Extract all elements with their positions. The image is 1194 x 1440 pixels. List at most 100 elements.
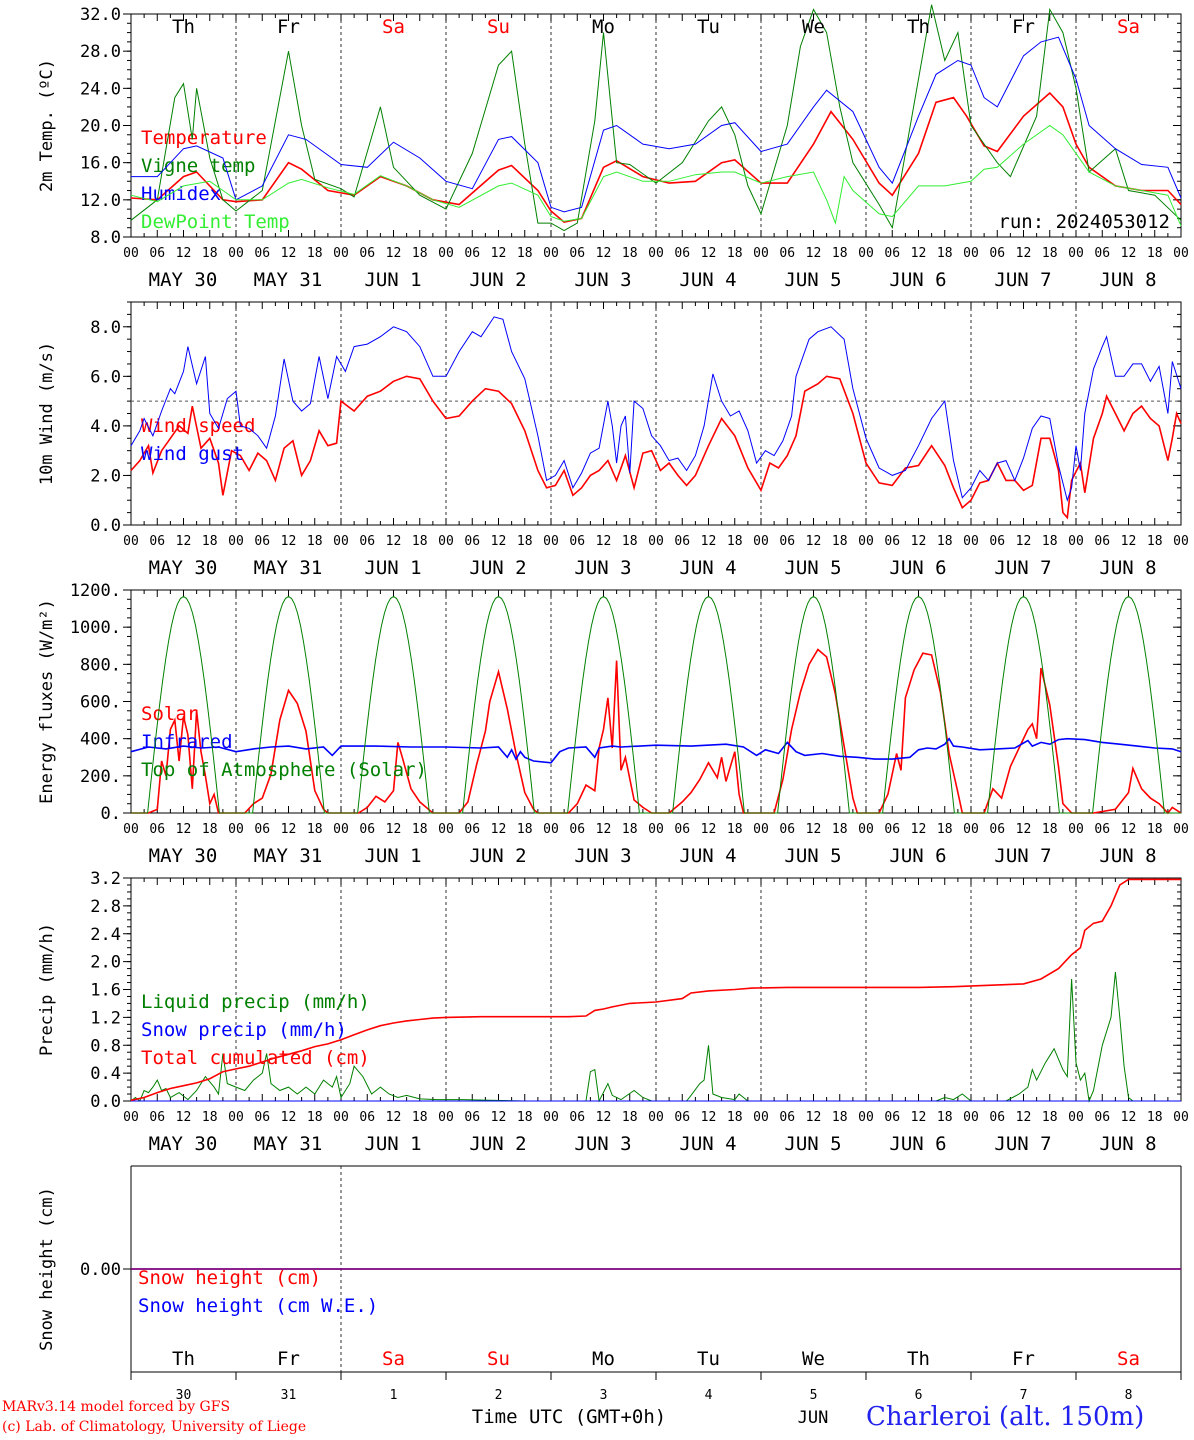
- temp-hour-label: 18: [202, 246, 218, 261]
- temp-series-line: [131, 36, 1182, 213]
- wind-hour-label: 12: [1121, 534, 1137, 549]
- precip-hour-label: 12: [1121, 1110, 1137, 1125]
- wind-hour-label: 18: [517, 534, 533, 549]
- temp-hour-label: 00: [438, 246, 454, 261]
- wind-hour-label: 12: [806, 534, 822, 549]
- precip-legend-entry: Liquid precip (mm/h): [141, 991, 370, 1013]
- bottom-day-name: Su: [487, 1348, 510, 1370]
- energy-hour-label: 18: [307, 822, 323, 837]
- wind-hour-label: 12: [596, 534, 612, 549]
- energy-hour-label: 06: [464, 822, 480, 837]
- precip-hour-label: 06: [989, 1110, 1005, 1125]
- temp-ytick-label: 16.0: [80, 154, 121, 174]
- snow-legend-entry: Snow height (cm): [138, 1267, 321, 1289]
- wind-series-line: [130, 316, 1182, 502]
- wind-hour-label: 12: [386, 534, 402, 549]
- wind-hour-label: 18: [937, 534, 953, 549]
- temp-legend-entry: Vigne temp: [141, 155, 255, 177]
- energy-ytick-label: 600.: [80, 693, 121, 713]
- energy-hour-label: 12: [806, 822, 822, 837]
- temp-hour-label: 06: [884, 246, 900, 261]
- top-day-name: Th: [907, 16, 930, 38]
- energy-series-line: [131, 648, 1182, 815]
- bottom-day-name: Tu: [697, 1348, 720, 1370]
- energy-hour-label: 00: [438, 822, 454, 837]
- precip-hour-label: 12: [596, 1110, 612, 1125]
- wind-date-label: JUN 1: [364, 557, 421, 579]
- wind-legend-entry: Wind gust: [141, 443, 244, 465]
- precip-legend-entry: Snow precip (mm/h): [141, 1019, 347, 1041]
- wind-hour-label: 00: [333, 534, 349, 549]
- temp-ytick-label: 28.0: [80, 42, 121, 62]
- temp-date-label: JUN 4: [679, 269, 736, 291]
- bottom-day-number: 30: [176, 1388, 192, 1403]
- precip-date-label: JUN 5: [784, 1133, 841, 1155]
- energy-hour-label: 12: [176, 822, 192, 837]
- precip-hour-label: 18: [832, 1110, 848, 1125]
- bottom-day-number: 3: [600, 1388, 608, 1403]
- temp-hour-label: 12: [911, 246, 927, 261]
- precip-panel: 0.0 0.4 0.8 1.2 1.6 2.0 2.4 2.8 3.2 Precip (mm/h)…: [37, 869, 1189, 1155]
- wind-hour-label: 18: [412, 534, 428, 549]
- temp-hour-label: 12: [386, 246, 402, 261]
- energy-hour-label: 06: [149, 822, 165, 837]
- temp-hour-label: 00: [543, 246, 559, 261]
- temp-hour-label: 12: [281, 246, 297, 261]
- temp-hour-label: 12: [1016, 246, 1032, 261]
- energy-date-label: JUN 5: [784, 845, 841, 867]
- temp-hour-label: 06: [359, 246, 375, 261]
- temp-date-label: MAY 31: [254, 269, 323, 291]
- wind-hour-label: 12: [701, 534, 717, 549]
- energy-hour-label: 18: [412, 822, 428, 837]
- energy-date-label: MAY 30: [149, 845, 218, 867]
- precip-hour-label: 00: [963, 1110, 979, 1125]
- temp-frame: [130, 13, 1182, 238]
- wind-hour-label: 06: [359, 534, 375, 549]
- top-day-name: Fr: [277, 16, 300, 38]
- energy-hour-label: 06: [359, 822, 375, 837]
- energy-hour-label: 12: [596, 822, 612, 837]
- temp-hour-label: 12: [1121, 246, 1137, 261]
- temp-date-label: JUN 7: [994, 269, 1051, 291]
- energy-hour-label: 12: [701, 822, 717, 837]
- wind-hour-label: 18: [622, 534, 638, 549]
- temp-date-label: JUN 3: [574, 269, 631, 291]
- temp-hour-label: 18: [727, 246, 743, 261]
- wind-frame: [130, 301, 1182, 526]
- energy-legend-entry: Infrared: [141, 731, 233, 753]
- temp-hour-label: 12: [701, 246, 717, 261]
- wind-hour-label: 18: [1147, 534, 1163, 549]
- wind-ytick-label: 0.0: [90, 516, 121, 536]
- bottom-day-number: 1: [390, 1388, 398, 1403]
- energy-ytick-label: 1200.: [70, 581, 121, 601]
- precip-hour-label: 06: [884, 1110, 900, 1125]
- temp-hour-label: 06: [1094, 246, 1110, 261]
- wind-hour-label: 12: [1016, 534, 1032, 549]
- energy-date-label: JUN 1: [364, 845, 421, 867]
- temp-hour-label: 00: [858, 246, 874, 261]
- wind-hour-label: 18: [307, 534, 323, 549]
- wind-ylabel: 10m Wind (m/s): [37, 342, 57, 485]
- wind-hour-label: 00: [1068, 534, 1084, 549]
- wind-hour-label: 00: [753, 534, 769, 549]
- temp-hour-label: 12: [491, 246, 507, 261]
- wind-hour-label: 06: [569, 534, 585, 549]
- temp-hour-label: 00: [228, 246, 244, 261]
- temp-hour-label: 06: [254, 246, 270, 261]
- temp-ytick-label: 32.0: [80, 5, 121, 25]
- energy-ytick-label: 0.: [101, 804, 121, 824]
- precip-hour-label: 18: [727, 1110, 743, 1125]
- precip-date-label: MAY 30: [149, 1133, 218, 1155]
- temp-hour-label: 00: [1173, 246, 1189, 261]
- wind-panel: 0.0 2.0 4.0 6.0 8.0 10m Wind (m/s) Wind speed W…: [37, 301, 1189, 579]
- wind-hour-label: 06: [779, 534, 795, 549]
- energy-hour-label: 00: [963, 822, 979, 837]
- bottom-day-name: Th: [172, 1348, 195, 1370]
- temp-date-label: JUN 1: [364, 269, 421, 291]
- precip-hour-label: 00: [123, 1110, 139, 1125]
- precip-hour-label: 12: [806, 1110, 822, 1125]
- precip-hour-label: 06: [464, 1110, 480, 1125]
- energy-hour-label: 18: [202, 822, 218, 837]
- precip-ytick-label: 1.2: [90, 1008, 121, 1028]
- wind-series-line: [130, 375, 1182, 520]
